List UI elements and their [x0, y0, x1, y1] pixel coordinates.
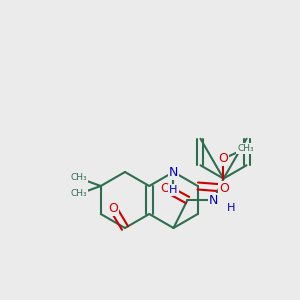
- Text: N: N: [209, 194, 218, 206]
- Text: H: H: [227, 203, 236, 213]
- Text: CH₃: CH₃: [70, 190, 87, 199]
- Text: O: O: [219, 182, 229, 194]
- Text: O: O: [219, 152, 228, 165]
- Text: CH₃: CH₃: [237, 144, 254, 153]
- Text: O: O: [160, 182, 170, 194]
- Text: N: N: [169, 166, 178, 178]
- Text: H: H: [169, 185, 178, 195]
- Text: O: O: [108, 202, 118, 214]
- Text: CH₃: CH₃: [70, 173, 87, 182]
